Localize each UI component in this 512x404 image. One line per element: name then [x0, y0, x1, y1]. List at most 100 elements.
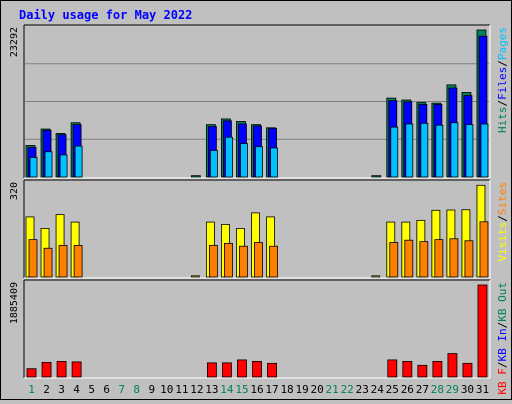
bar-kb-f [387, 359, 398, 378]
panel-kb: 1885409 KB F/KB In/KB Out [9, 279, 509, 395]
bar-sites [389, 242, 399, 278]
x-tick-label: 27 [416, 383, 429, 396]
x-tick-label: 19 [295, 383, 308, 396]
legend-separator: / [496, 322, 509, 329]
x-tick-label: 17 [265, 383, 278, 396]
bar-pages [435, 124, 444, 178]
bar-pages [420, 122, 429, 178]
panel-max-label: 1885409 [9, 282, 20, 324]
legend-item-sites: Sites [496, 182, 509, 215]
chart-title: Daily usage for May 2022 [19, 8, 192, 22]
x-tick-label: 9 [148, 383, 155, 396]
panels-layer: 23292Hits/Files/Pages320Visits/Sites1885… [9, 24, 509, 395]
bar-sites [239, 245, 248, 278]
bar-kb-f [477, 284, 488, 378]
bar-hits [190, 175, 201, 178]
x-tick-label: 30 [461, 383, 474, 396]
bar-pages [44, 151, 53, 178]
panel-max-label: 23292 [9, 27, 20, 57]
x-tick-label: 2 [43, 383, 50, 396]
x-tick-label: 29 [446, 383, 459, 396]
panel-legend: KB F/KB In/KB Out [496, 282, 509, 395]
bar-pages [465, 124, 474, 178]
bar-sites [43, 247, 53, 278]
bar-kb-f [237, 359, 247, 378]
bar-kb-f [206, 362, 217, 378]
bar-pages [390, 126, 399, 178]
bar-kb-f [462, 362, 473, 378]
panel-visits: 320 Visits/Sites [9, 179, 509, 279]
bar-sites [58, 244, 68, 278]
x-tick-label: 1 [28, 383, 35, 396]
bar-kb-f [222, 362, 232, 378]
bar-kb-f [402, 360, 413, 378]
bars [25, 184, 489, 278]
bar-pages [74, 145, 83, 178]
bar-pages [480, 123, 489, 178]
legend-item-hits: Hits [496, 107, 509, 134]
bar-pages [270, 147, 278, 178]
bar-sites [269, 245, 278, 278]
legend-item-kb-out: KB Out [496, 282, 509, 322]
legend-item-pages: Pages [496, 27, 509, 60]
x-tick-label: 14 [220, 383, 234, 396]
bar-pages [240, 143, 248, 178]
bar-kb-f [267, 362, 277, 378]
bar-kb-f [447, 353, 458, 378]
x-tick-label: 8 [133, 383, 140, 396]
x-tick-label: 3 [58, 383, 65, 396]
bar-pages [209, 150, 218, 178]
bar-visits [190, 275, 200, 278]
panel-legend: Hits/Files/Pages [496, 27, 509, 133]
bars [25, 29, 489, 178]
bar-sites [464, 240, 474, 278]
x-tick-label: 11 [175, 383, 188, 396]
x-tick-label: 7 [118, 383, 125, 396]
bar-kb-f [432, 360, 443, 378]
bar-pages [450, 122, 459, 178]
x-tick-label: 6 [103, 383, 110, 396]
x-tick-label: 28 [431, 383, 444, 396]
bar-sites [224, 242, 233, 278]
bar-sites [419, 241, 429, 278]
x-axis-day-labels: 1 2 3 4 5 6 7 8 9 10 11 12 13 14 15 16 17 18 19 20 21 22 23 24 2… [28, 383, 489, 396]
bar-pages [405, 123, 414, 178]
bar-sites [208, 244, 218, 278]
bars [26, 284, 488, 378]
x-tick-label: 16 [250, 383, 263, 396]
bar-kb-f [56, 360, 67, 378]
legend-item-kb-f: KB F [496, 368, 509, 395]
x-tick-label: 22 [341, 383, 354, 396]
bar-sites [434, 239, 444, 278]
bar-visits [371, 275, 381, 278]
bar-pages [59, 154, 68, 178]
panel-legend: Visits/Sites [496, 182, 509, 262]
x-tick-label: 4 [73, 383, 80, 396]
bar-kb-f [26, 368, 37, 378]
x-tick-label: 25 [386, 383, 399, 396]
x-tick-label: 10 [160, 383, 173, 396]
bar-sites [28, 239, 38, 278]
x-tick-label: 13 [205, 383, 218, 396]
bar-pages [255, 146, 263, 178]
x-tick-label: 23 [356, 383, 369, 396]
x-tick-label: 15 [235, 383, 248, 396]
legend-separator: / [496, 100, 509, 107]
bar-kb-f [41, 361, 52, 378]
bar-kb-f [71, 361, 82, 378]
legend-separator: / [496, 362, 509, 369]
x-tick-label: 5 [88, 383, 95, 396]
legend-separator: / [496, 60, 509, 67]
bar-sites [73, 244, 83, 278]
bar-sites [254, 242, 263, 278]
x-tick-label: 12 [190, 383, 203, 396]
x-tick-label: 24 [371, 383, 385, 396]
bar-pages [225, 136, 233, 178]
x-tick-label: 20 [311, 383, 324, 396]
x-tick-label: 18 [280, 383, 293, 396]
bar-kb-f [417, 364, 428, 378]
x-tick-label: 21 [326, 383, 339, 396]
x-tick-label: 26 [401, 383, 414, 396]
